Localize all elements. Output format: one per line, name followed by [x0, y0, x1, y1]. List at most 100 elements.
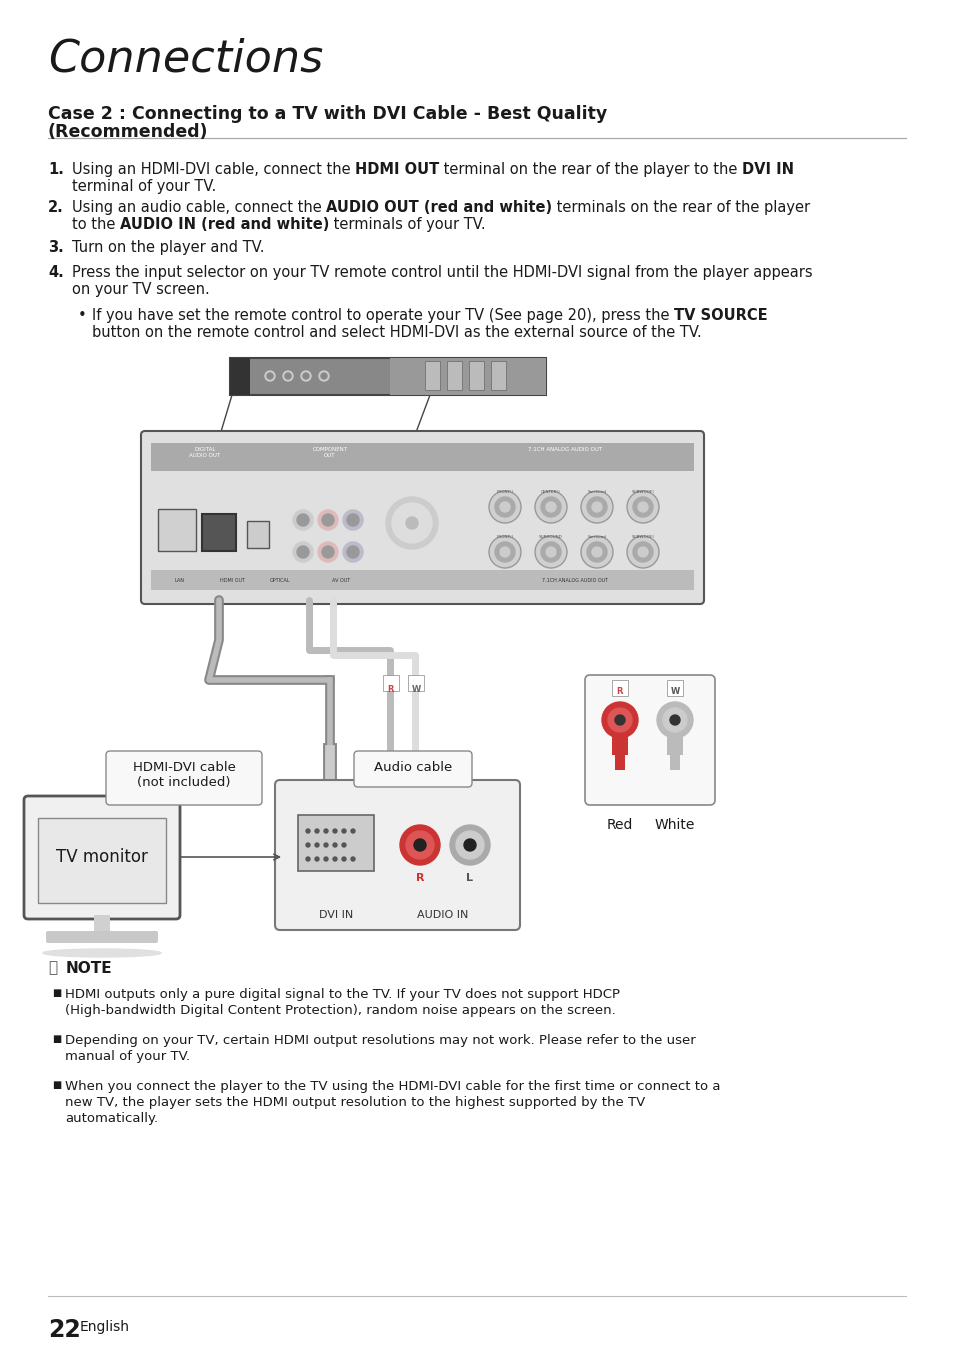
Circle shape — [633, 542, 652, 562]
Text: SURROUND: SURROUND — [538, 535, 562, 539]
Circle shape — [638, 502, 647, 512]
Text: When you connect the player to the TV using the HDMI-DVI cable for the first tim: When you connect the player to the TV us… — [65, 1080, 720, 1093]
Text: (Recommended): (Recommended) — [48, 123, 209, 141]
Bar — [615, 741, 624, 770]
Text: Red: Red — [606, 818, 633, 831]
Circle shape — [406, 517, 417, 529]
Circle shape — [399, 825, 439, 865]
Circle shape — [592, 547, 601, 556]
Text: AUDIO OUT (red and white): AUDIO OUT (red and white) — [326, 200, 552, 215]
Circle shape — [586, 497, 606, 517]
Text: OPTICAL: OPTICAL — [270, 578, 290, 584]
Circle shape — [317, 542, 337, 562]
Text: terminals on the rear of the player: terminals on the rear of the player — [552, 200, 810, 215]
Circle shape — [293, 510, 313, 529]
Text: NOTE: NOTE — [66, 961, 112, 976]
Circle shape — [601, 701, 638, 738]
Text: Audio cable: Audio cable — [374, 761, 452, 774]
Text: L: L — [466, 873, 473, 883]
Text: W: W — [670, 686, 679, 696]
Circle shape — [592, 502, 601, 512]
Circle shape — [386, 497, 437, 548]
Text: ■: ■ — [52, 988, 61, 998]
Circle shape — [463, 839, 476, 852]
Circle shape — [580, 536, 613, 567]
Circle shape — [495, 542, 515, 562]
Bar — [151, 570, 693, 590]
Text: 4.: 4. — [48, 265, 64, 280]
Circle shape — [322, 546, 334, 558]
Circle shape — [341, 844, 346, 848]
Circle shape — [540, 497, 560, 517]
Circle shape — [450, 825, 490, 865]
Circle shape — [341, 829, 346, 833]
Circle shape — [545, 547, 556, 556]
Circle shape — [626, 492, 659, 523]
Text: on your TV screen.: on your TV screen. — [71, 282, 210, 297]
Text: Using an HDMI-DVI cable, connect the: Using an HDMI-DVI cable, connect the — [71, 162, 355, 177]
Text: •: • — [78, 307, 87, 324]
Circle shape — [456, 831, 483, 858]
Text: Surround: Surround — [587, 535, 606, 539]
Text: 7.1CH ANALOG AUDIO OUT: 7.1CH ANALOG AUDIO OUT — [527, 447, 601, 452]
FancyBboxPatch shape — [24, 796, 180, 919]
FancyBboxPatch shape — [666, 680, 682, 696]
Circle shape — [669, 715, 679, 724]
Circle shape — [657, 701, 692, 738]
Circle shape — [314, 829, 318, 833]
FancyBboxPatch shape — [106, 751, 262, 806]
Bar — [669, 741, 679, 770]
Text: AUDIO IN (red and white): AUDIO IN (red and white) — [120, 217, 329, 232]
Circle shape — [540, 542, 560, 562]
Circle shape — [314, 857, 318, 861]
Circle shape — [306, 829, 310, 833]
Circle shape — [607, 708, 631, 733]
Circle shape — [333, 844, 336, 848]
Text: DVI IN: DVI IN — [741, 162, 794, 177]
Circle shape — [586, 542, 606, 562]
Circle shape — [333, 857, 336, 861]
Text: FRONT(): FRONT() — [496, 490, 513, 494]
Text: (High-bandwidth Digital Content Protection), random noise appears on the screen.: (High-bandwidth Digital Content Protecti… — [65, 1005, 615, 1017]
Circle shape — [535, 536, 566, 567]
Bar — [447, 362, 461, 390]
Text: automatically.: automatically. — [65, 1112, 158, 1125]
Text: AUDIO IN: AUDIO IN — [416, 910, 468, 919]
Bar — [151, 443, 693, 471]
FancyBboxPatch shape — [141, 431, 703, 604]
Circle shape — [306, 844, 310, 848]
FancyBboxPatch shape — [202, 515, 235, 551]
FancyBboxPatch shape — [158, 509, 195, 551]
Circle shape — [301, 371, 311, 380]
FancyBboxPatch shape — [46, 932, 158, 942]
Circle shape — [296, 546, 309, 558]
Text: Using an audio cable, connect the: Using an audio cable, connect the — [71, 200, 326, 215]
Text: R: R — [387, 685, 394, 695]
Circle shape — [499, 547, 510, 556]
Circle shape — [495, 497, 515, 517]
Text: terminal on the rear of the player to the: terminal on the rear of the player to th… — [439, 162, 741, 177]
Bar — [38, 818, 166, 903]
Text: FRONT(): FRONT() — [496, 535, 513, 539]
FancyBboxPatch shape — [274, 780, 519, 930]
FancyBboxPatch shape — [354, 751, 472, 787]
Text: 2.: 2. — [48, 200, 64, 215]
Text: DIGITAL
AUDIO OUT: DIGITAL AUDIO OUT — [190, 447, 220, 458]
Circle shape — [638, 547, 647, 556]
Text: button on the remote control and select HDMI-DVI as the external source of the T: button on the remote control and select … — [91, 325, 701, 340]
Circle shape — [351, 857, 355, 861]
Text: Depending on your TV, certain HDMI output resolutions may not work. Please refer: Depending on your TV, certain HDMI outpu… — [65, 1034, 695, 1047]
Circle shape — [341, 857, 346, 861]
FancyBboxPatch shape — [382, 676, 398, 691]
Text: Case 2 : Connecting to a TV with DVI Cable - Best Quality: Case 2 : Connecting to a TV with DVI Cab… — [48, 106, 607, 123]
Circle shape — [324, 857, 328, 861]
Bar — [469, 362, 483, 390]
Circle shape — [320, 372, 327, 379]
Text: Press the input selector on your TV remote control until the HDMI-DVI signal fro: Press the input selector on your TV remo… — [71, 265, 812, 280]
Circle shape — [318, 371, 329, 380]
Circle shape — [306, 857, 310, 861]
Circle shape — [324, 829, 328, 833]
Circle shape — [324, 844, 328, 848]
Ellipse shape — [43, 949, 161, 957]
Text: to the: to the — [71, 217, 120, 232]
